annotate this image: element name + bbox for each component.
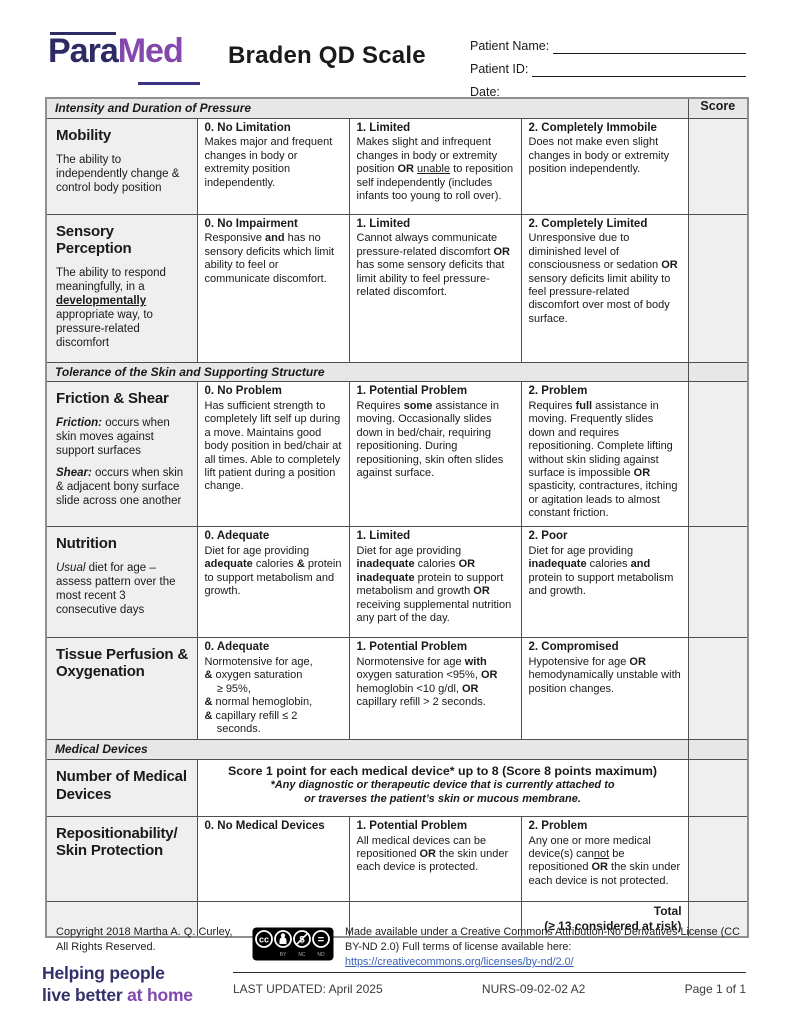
score-cell-number-of-devices[interactable] — [687, 759, 749, 817]
date-label: Date: — [470, 85, 500, 99]
page-number: Page 1 of 1 — [684, 982, 746, 996]
friction-label-cell: Friction & Shear Friction: occurs when s… — [45, 381, 198, 528]
score-cell-nutrition[interactable] — [687, 526, 749, 639]
section-header-intensity: Intensity and Duration of Pressure Score — [45, 97, 749, 119]
patient-info-block: Patient Name: Patient ID: Date: — [470, 33, 746, 102]
devices-scoring-instructions: Score 1 point for each medical device* u… — [196, 759, 689, 817]
section-header-medical-devices: Medical Devices — [45, 739, 749, 761]
total-label-spacer — [45, 900, 198, 938]
svg-text:=: = — [318, 934, 324, 946]
mobility-option-1: 1. Limited Makes slight and infrequent c… — [348, 117, 522, 215]
section-title-intensity: Intensity and Duration of Pressure — [45, 97, 689, 119]
footer-meta-row: LAST UPDATED: April 2025 NURS-09-02-02 A… — [233, 982, 746, 996]
table-row-sensory-perception: Sensory Perception The ability to respon… — [45, 213, 749, 364]
nutrition-option-2: 2. Poor Diet for age providing inadequat… — [520, 526, 689, 639]
row-title: Number of Medical Devices — [56, 768, 187, 803]
nutrition-option-1: 1. Limited Diet for age providing inadeq… — [348, 526, 522, 639]
row-title: Mobility — [56, 126, 112, 144]
sensory-option-2: 2. Completely Limited Unresponsive due t… — [520, 213, 689, 364]
row-title: Friction & Shear — [56, 390, 169, 408]
logo-accent-line-bottom — [138, 82, 200, 85]
brand-tagline: Helping people live better at home — [42, 963, 193, 1006]
sensory-option-1: 1. Limited Cannot always communicate pre… — [348, 213, 522, 364]
row-description-shear: Shear: occurs when skin & adjacent bony … — [56, 467, 184, 508]
row-description: The ability to respond meaningfully, in … — [56, 267, 166, 350]
score-cell-friction[interactable] — [687, 381, 749, 528]
patient-name-row: Patient Name: — [470, 33, 746, 54]
table-row-mobility: Mobility The ability to independently ch… — [45, 117, 749, 215]
table-row-tissue-perfusion: Tissue Perfusion & Oxygenation 0. Adequa… — [45, 637, 749, 741]
score-column-header: Score — [687, 97, 749, 119]
table-row-number-of-devices: Number of Medical Devices Score 1 point … — [45, 759, 749, 817]
score-cell-total[interactable] — [687, 900, 749, 938]
last-updated: LAST UPDATED: April 2025 — [233, 982, 383, 996]
row-description-friction: Friction: occurs when skin moves against… — [56, 417, 170, 458]
score-cell-tissue[interactable] — [687, 637, 749, 741]
mobility-option-0: 0. No Limitation Makes major and frequen… — [196, 117, 350, 215]
paramed-logo: ParaMed — [48, 30, 200, 85]
tissue-option-1: 1. Potential Problem Normotensive for ag… — [348, 637, 522, 741]
patient-id-row: Patient ID: — [470, 56, 746, 77]
repositionability-option-1: 1. Potential Problem All medical devices… — [348, 815, 522, 902]
section-title-medical-devices: Medical Devices — [45, 739, 689, 761]
row-title: Repositionability/ Skin Protection — [56, 824, 178, 860]
sensory-label-cell: Sensory Perception The ability to respon… — [45, 213, 198, 364]
license-statement: Made available under a Creative Commons … — [345, 926, 740, 969]
repositionability-option-2: 2. Problem Any one or more medical devic… — [520, 815, 689, 902]
patient-id-field[interactable] — [532, 62, 746, 77]
total-label-cell: Total (≥ 13 considered at risk) — [520, 900, 689, 938]
document-id: NURS-09-02-02 A2 — [481, 982, 586, 996]
svg-text:NC: NC — [298, 952, 306, 958]
section-score-spacer — [687, 739, 749, 761]
row-title: Sensory Perception — [56, 222, 132, 257]
braden-qd-scale-table: Intensity and Duration of Pressure Score… — [45, 97, 750, 938]
friction-option-2: 2. Problem Requires full assistance in m… — [520, 381, 689, 528]
copyright-notice: Copyright 2018 Martha A. Q. Curley, All … — [56, 926, 233, 953]
patient-name-label: Patient Name: — [470, 39, 550, 53]
svg-text:ND: ND — [317, 952, 325, 958]
nutrition-option-0: 0. Adequate Diet for age providing adequ… — [196, 526, 350, 639]
tissue-option-0: 0. Adequate Normotensive for age, & oxyg… — [196, 637, 350, 741]
mobility-label-cell: Mobility The ability to independently ch… — [45, 117, 198, 215]
creative-commons-badge-icon: cc $ = BY NC ND — [252, 927, 334, 968]
sensory-option-0: 0. No Impairment Responsive and has no s… — [196, 213, 350, 364]
row-description: Usual diet for age – assess pattern over… — [56, 562, 176, 617]
table-row-repositionability: Repositionability/ Skin Protection 0. No… — [45, 815, 749, 902]
total-blank-cell — [348, 900, 522, 938]
repositionability-label-cell: Repositionability/ Skin Protection — [45, 815, 198, 902]
row-title: Nutrition — [56, 535, 117, 553]
logo-text-med: Med — [117, 32, 184, 70]
logo-accent-line-top — [50, 32, 116, 35]
section-score-spacer — [687, 362, 749, 383]
devices-label-cell: Number of Medical Devices — [45, 759, 198, 817]
svg-text:cc: cc — [259, 935, 269, 945]
page-title: Braden QD Scale — [228, 42, 426, 69]
row-title: Tissue Perfusion & Oxygenation — [56, 646, 188, 681]
score-cell-sensory[interactable] — [687, 213, 749, 364]
section-header-tolerance: Tolerance of the Skin and Supporting Str… — [45, 362, 749, 383]
logo-text-para: Para — [48, 32, 119, 70]
svg-text:BY: BY — [280, 952, 287, 958]
score-cell-repositionability[interactable] — [687, 815, 749, 902]
friction-option-1: 1. Potential Problem Requires some assis… — [348, 381, 522, 528]
footer-divider — [233, 972, 746, 973]
table-row-friction-shear: Friction & Shear Friction: occurs when s… — [45, 381, 749, 528]
patient-id-label: Patient ID: — [470, 62, 529, 76]
tissue-option-2: 2. Compromised Hypotensive for age OR he… — [520, 637, 689, 741]
svg-text:$: $ — [299, 935, 305, 946]
score-cell-mobility[interactable] — [687, 117, 749, 215]
section-title-tolerance: Tolerance of the Skin and Supporting Str… — [45, 362, 689, 383]
repositionability-option-0: 0. No Medical Devices — [196, 815, 350, 902]
license-link[interactable]: https://creativecommons.org/licenses/by-… — [345, 956, 574, 969]
mobility-option-2: 2. Completely Immobile Does not make eve… — [520, 117, 689, 215]
patient-name-field[interactable] — [553, 39, 746, 54]
friction-option-0: 0. No Problem Has sufficient strength to… — [196, 381, 350, 528]
table-row-nutrition: Nutrition Usual diet for age – assess pa… — [45, 526, 749, 639]
nutrition-label-cell: Nutrition Usual diet for age – assess pa… — [45, 526, 198, 639]
row-description: The ability to independently change & co… — [56, 153, 180, 194]
tissue-label-cell: Tissue Perfusion & Oxygenation — [45, 637, 198, 741]
